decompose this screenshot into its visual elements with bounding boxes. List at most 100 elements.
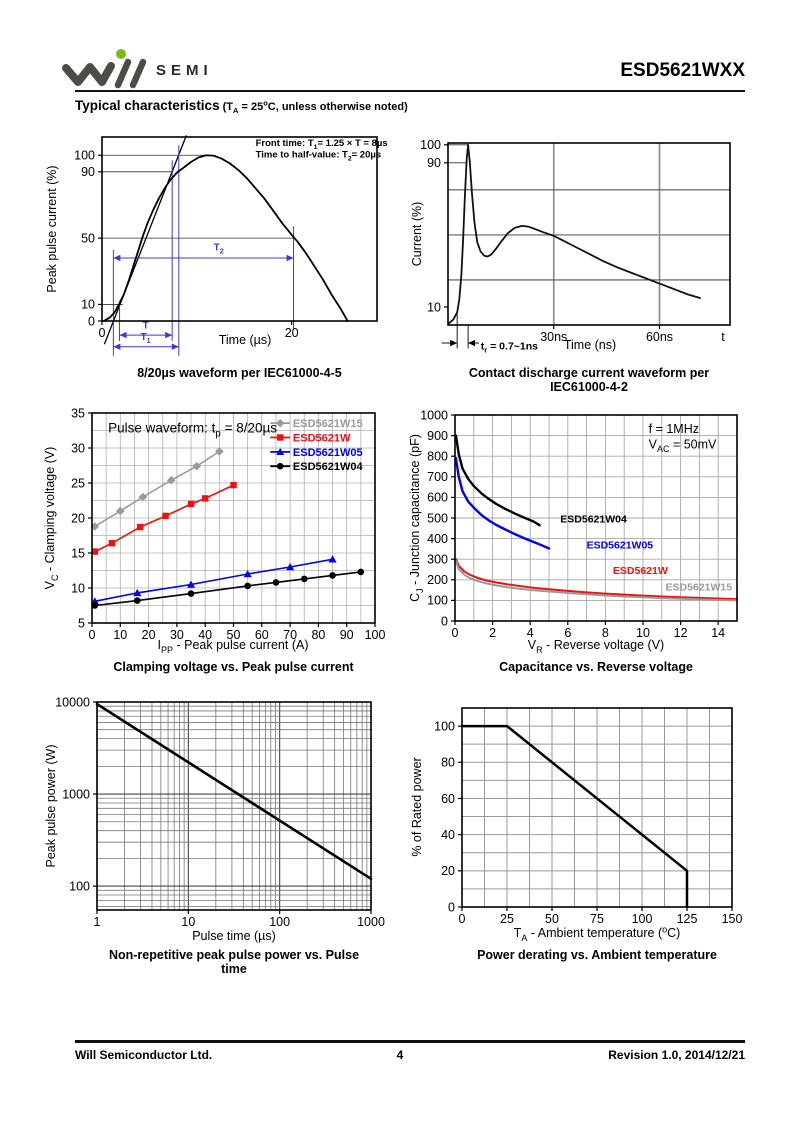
svg-text:10: 10 <box>71 581 85 595</box>
svg-text:5: 5 <box>78 616 85 630</box>
svg-text:T1: T1 <box>141 332 151 345</box>
svg-text:ESD5621W15: ESD5621W15 <box>293 418 363 430</box>
svg-text:30: 30 <box>170 628 184 642</box>
logo-slash-2 <box>129 58 147 89</box>
svg-text:2: 2 <box>489 626 496 640</box>
page-title-condition: (TA = 25oC, unless otherwise noted) <box>219 98 408 116</box>
svg-text:ESD5621W04: ESD5621W04 <box>293 461 364 473</box>
product-code: ESD5621WXX <box>620 60 745 81</box>
svg-text:Peak pulse power (W): Peak pulse power (W) <box>44 745 58 868</box>
svg-text:1000: 1000 <box>357 915 385 929</box>
svg-text:0: 0 <box>448 900 455 914</box>
svg-text:4: 4 <box>527 626 534 640</box>
svg-text:0: 0 <box>441 614 448 628</box>
svg-text:10: 10 <box>181 915 195 929</box>
svg-text:0: 0 <box>459 912 466 926</box>
svg-text:12: 12 <box>674 626 688 640</box>
svg-text:200: 200 <box>427 573 448 587</box>
svg-text:ESD5621W: ESD5621W <box>293 433 351 445</box>
svg-text:IPP - Peak pulse current (A): IPP - Peak pulse current (A) <box>158 638 309 655</box>
chart-junction-capacitance: 0 2 4 6 8 10 12 14 0 100 200 300 400 500 600 700 800 900 1… <box>408 398 780 660</box>
svg-text:Time (ns): Time (ns) <box>564 338 616 352</box>
svg-text:VC - Clamping voltage (V): VC - Clamping voltage (V) <box>43 447 60 590</box>
footer-revision: Revision 1.0, 2014/12/21 <box>608 1048 745 1062</box>
svg-text:90: 90 <box>340 628 354 642</box>
footer-company: Will Semiconductor Ltd. <box>75 1048 213 1062</box>
chart-contact-discharge-waveform: 30ns 60ns t 100 90 10 Time (ns) Current (%) tr =… <box>408 123 780 366</box>
svg-text:6: 6 <box>564 626 571 640</box>
logo-wave <box>62 62 115 86</box>
svg-text:20: 20 <box>142 628 156 642</box>
svg-text:Time (µs): Time (µs) <box>219 333 272 347</box>
logo-slash-1 <box>114 58 132 89</box>
svg-text:Time to half-value: T2= 20µs: Time to half-value: T2= 20µs <box>256 150 382 163</box>
svg-text:8: 8 <box>602 626 609 640</box>
svg-text:Pulse time (µs): Pulse time (µs) <box>192 929 276 943</box>
svg-text:700: 700 <box>427 470 448 484</box>
svg-text:Peak pulse current (%): Peak pulse current (%) <box>45 165 59 292</box>
chart-power-derating: 0 25 50 75 100 125 150 0 20 40 60 80 100 TA - Ambient… <box>408 688 780 948</box>
svg-text:150: 150 <box>722 912 743 926</box>
will-logo-mark <box>62 49 147 89</box>
svg-text:0: 0 <box>452 626 459 640</box>
svg-text:100: 100 <box>69 879 90 893</box>
chart-caption-capacitance: Capacitance vs. Reverse voltage <box>499 660 693 674</box>
chart-caption-clamp: Clamping voltage vs. Peak pulse current <box>113 660 354 674</box>
svg-text:1: 1 <box>94 915 101 929</box>
svg-text:60: 60 <box>255 628 269 642</box>
svg-text:25: 25 <box>71 476 85 490</box>
svg-text:80: 80 <box>441 756 455 770</box>
svg-text:100: 100 <box>269 915 290 929</box>
svg-text:0: 0 <box>99 326 106 340</box>
svg-text:Pulse waveform: tp = 8/20µs: Pulse waveform: tp = 8/20µs <box>108 421 277 440</box>
svg-text:500: 500 <box>427 511 448 525</box>
svg-text:50: 50 <box>81 231 95 245</box>
svg-text:100: 100 <box>434 719 455 733</box>
svg-text:90: 90 <box>81 165 95 179</box>
svg-text:VAC = 50mV: VAC = 50mV <box>649 437 717 454</box>
svg-text:20: 20 <box>71 511 85 525</box>
svg-text:90: 90 <box>427 156 441 170</box>
svg-text:15: 15 <box>71 546 85 560</box>
svg-text:10: 10 <box>636 626 650 640</box>
svg-text:T2: T2 <box>214 243 224 256</box>
svg-text:ESD5621W05: ESD5621W05 <box>587 539 654 551</box>
footer-page-number: 4 <box>396 1048 404 1062</box>
svg-text:400: 400 <box>427 532 448 546</box>
header-rule <box>75 90 745 92</box>
logo-green-dot <box>116 49 126 59</box>
svg-text:0: 0 <box>89 628 96 642</box>
svg-text:25: 25 <box>500 912 514 926</box>
svg-text:80: 80 <box>311 628 325 642</box>
footer-rule <box>75 1040 745 1043</box>
svg-text:ESD5621W: ESD5621W <box>613 565 668 577</box>
svg-text:20: 20 <box>285 326 299 340</box>
svg-text:35: 35 <box>71 406 85 420</box>
chart-surge-waveform: T2 T T1 0 20 100 90 50 10 0 Time (µs) Peak pulse cu… <box>40 123 400 366</box>
svg-text:VR - Reverse voltage (V): VR - Reverse voltage (V) <box>528 638 664 655</box>
chart-peak-pulse-power: 1 10 100 1000 100 1000 10000 Pulse time (µs) Pea… <box>40 688 400 948</box>
svg-text:30: 30 <box>71 441 85 455</box>
svg-text:50: 50 <box>227 628 241 642</box>
svg-text:125: 125 <box>677 912 698 926</box>
page-title-main: Typical characteristics <box>75 98 220 113</box>
svg-text:ESD5621W05: ESD5621W05 <box>293 447 363 459</box>
svg-text:70: 70 <box>283 628 297 642</box>
svg-text:75: 75 <box>590 912 604 926</box>
svg-text:tr = 0.7~1ns: tr = 0.7~1ns <box>481 340 538 354</box>
svg-text:20: 20 <box>441 864 455 878</box>
svg-text:Front time: T1= 1.25 × T = 8µs: Front time: T1= 1.25 × T = 8µs <box>256 138 388 151</box>
svg-text:ESD5621W15: ESD5621W15 <box>666 582 733 594</box>
svg-text:14: 14 <box>711 626 725 640</box>
svg-text:600: 600 <box>427 491 448 505</box>
svg-text:10000: 10000 <box>55 695 90 709</box>
page-title: Typical characteristics (TA = 25oC, unle… <box>75 98 408 115</box>
brand-wordmark: SEMI <box>156 62 213 79</box>
svg-text:T: T <box>143 320 149 331</box>
svg-text:TA - Ambient temperature (oC): TA - Ambient temperature (oC) <box>514 924 681 943</box>
chart-caption-surge: 8/20µs waveform per IEC61000-4-5 <box>137 366 342 380</box>
svg-text:60: 60 <box>441 792 455 806</box>
svg-text:t: t <box>721 330 725 344</box>
svg-text:40: 40 <box>441 828 455 842</box>
